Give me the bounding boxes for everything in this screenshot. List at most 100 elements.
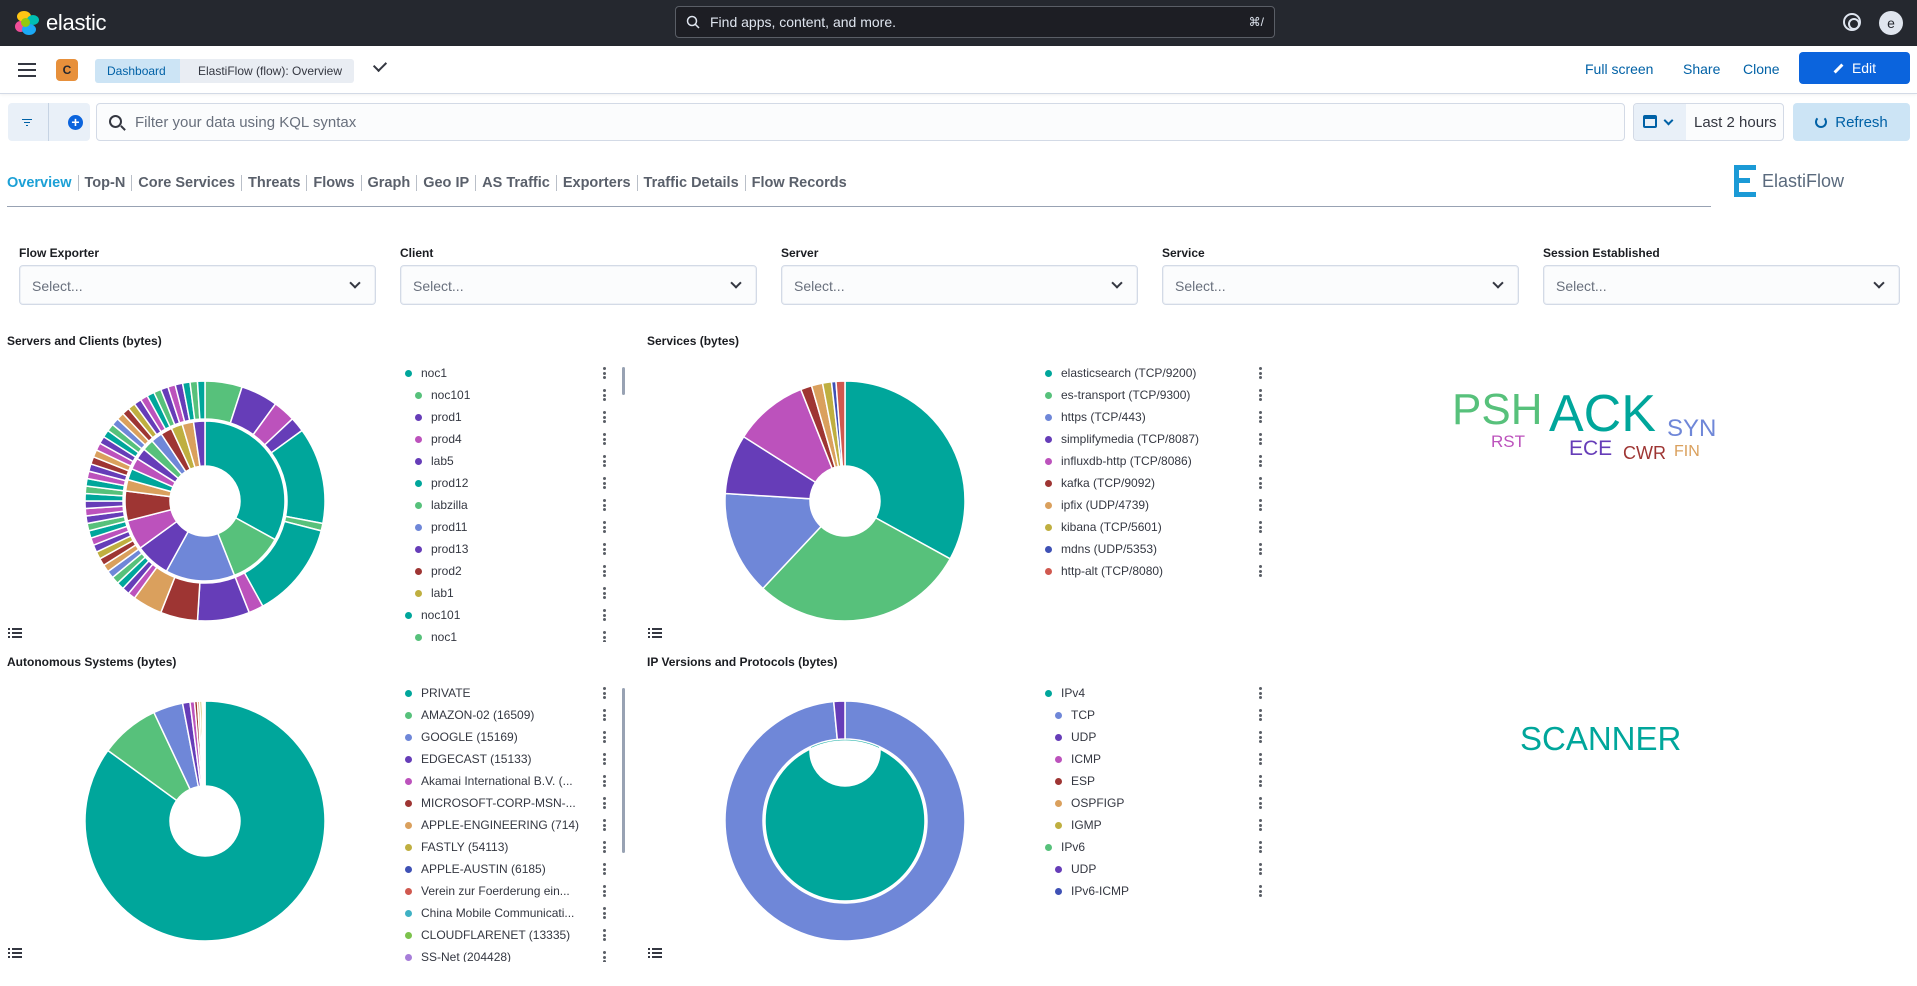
tag-ece[interactable]: ECE (1569, 437, 1613, 460)
menu-icon[interactable] (18, 63, 36, 77)
more-actions-icon[interactable] (1259, 731, 1262, 743)
legend-toggle-icon[interactable] (648, 948, 662, 960)
legend-item[interactable]: TCP (1045, 704, 1270, 726)
more-actions-icon[interactable] (1259, 477, 1262, 489)
legend-item[interactable]: EDGECAST (15133) (405, 748, 610, 770)
share-button[interactable]: Share (1683, 61, 1721, 77)
legend-item[interactable]: IPv6-ICMP (1045, 880, 1270, 902)
legend-item[interactable]: prod11 (405, 516, 610, 538)
more-actions-icon[interactable] (603, 863, 606, 875)
tab-graph[interactable]: Graph (360, 175, 417, 191)
legend-item[interactable]: influxdb-http (TCP/8086) (1045, 450, 1270, 472)
legend-item[interactable]: CLOUDFLARENET (13335) (405, 924, 610, 946)
refresh-button[interactable]: Refresh (1793, 103, 1910, 141)
legend-scrollbar[interactable] (622, 367, 625, 395)
more-actions-icon[interactable] (603, 543, 606, 555)
session-established-select[interactable]: Select... (1543, 265, 1900, 305)
more-actions-icon[interactable] (603, 797, 606, 809)
more-actions-icon[interactable] (1259, 433, 1262, 445)
slice[interactable] (84, 700, 326, 942)
more-actions-icon[interactable] (1259, 885, 1262, 897)
legend-item[interactable]: noc101 (405, 384, 610, 406)
clone-button[interactable]: Clone (1743, 61, 1780, 77)
time-range[interactable]: Last 2 hours (1694, 114, 1777, 131)
legend-item[interactable]: Akamai International B.V. (... (405, 770, 610, 792)
legend-item[interactable]: UDP (1045, 726, 1270, 748)
more-actions-icon[interactable] (603, 411, 606, 423)
more-actions-icon[interactable] (603, 367, 606, 379)
more-actions-icon[interactable] (603, 631, 606, 642)
add-filter-icon[interactable]: + (68, 115, 83, 130)
more-actions-icon[interactable] (603, 753, 606, 765)
legend-item[interactable]: es-transport (TCP/9300) (1045, 384, 1270, 406)
more-actions-icon[interactable] (1259, 709, 1262, 721)
legend-item[interactable]: ESP (1045, 770, 1270, 792)
tab-flows[interactable]: Flows (306, 175, 360, 191)
more-actions-icon[interactable] (1259, 797, 1262, 809)
more-actions-icon[interactable] (603, 885, 606, 897)
tag-ack[interactable]: ACK (1549, 385, 1656, 443)
more-actions-icon[interactable] (1259, 863, 1262, 875)
service-select[interactable]: Select... (1162, 265, 1519, 305)
date-picker[interactable]: Last 2 hours (1633, 103, 1784, 141)
more-actions-icon[interactable] (603, 455, 606, 467)
services-donut[interactable] (722, 378, 968, 624)
inner-slice[interactable] (204, 420, 286, 541)
servers-clients-donut[interactable] (82, 378, 328, 624)
tab-threats[interactable]: Threats (241, 175, 306, 191)
tab-as-traffic[interactable]: AS Traffic (475, 175, 556, 191)
legend-item[interactable]: prod12 (405, 472, 610, 494)
legend-item[interactable]: kibana (TCP/5601) (1045, 516, 1270, 538)
elastic-logo[interactable]: elastic (14, 10, 107, 36)
legend-item[interactable]: IPv6 (1045, 836, 1270, 858)
outer-slice[interactable] (724, 700, 966, 942)
more-actions-icon[interactable] (1259, 543, 1262, 555)
legend-item[interactable]: IPv4 (1045, 682, 1270, 704)
more-actions-icon[interactable] (1259, 411, 1262, 423)
more-actions-icon[interactable] (1259, 841, 1262, 853)
legend-item[interactable]: kafka (TCP/9092) (1045, 472, 1270, 494)
slice[interactable] (724, 492, 823, 590)
more-actions-icon[interactable] (1259, 389, 1262, 401)
more-actions-icon[interactable] (603, 951, 606, 962)
more-actions-icon[interactable] (603, 841, 606, 853)
more-actions-icon[interactable] (603, 929, 606, 941)
full-screen-button[interactable]: Full screen (1585, 61, 1654, 77)
global-search-input[interactable]: Find apps, content, and more. ⌘/ (675, 6, 1275, 38)
legend-item[interactable]: noc1 (405, 362, 610, 384)
filter-icon[interactable] (22, 119, 32, 126)
space-avatar[interactable]: C (56, 59, 78, 81)
more-actions-icon[interactable] (603, 709, 606, 721)
more-actions-icon[interactable] (603, 687, 606, 699)
legend-item[interactable]: OSPFIGP (1045, 792, 1270, 814)
autonomous-systems-donut[interactable] (82, 698, 328, 944)
tab-flow-records[interactable]: Flow Records (744, 175, 853, 191)
legend-item[interactable]: prod4 (405, 428, 610, 450)
more-actions-icon[interactable] (1259, 753, 1262, 765)
more-actions-icon[interactable] (1259, 499, 1262, 511)
more-actions-icon[interactable] (603, 521, 606, 533)
flow-exporter-select[interactable]: Select... (19, 265, 376, 305)
legend-item[interactable]: SS-Net (204428) (405, 946, 610, 962)
server-select[interactable]: Select... (781, 265, 1138, 305)
legend-item[interactable]: ipfix (UDP/4739) (1045, 494, 1270, 516)
more-actions-icon[interactable] (1259, 455, 1262, 467)
legend-item[interactable]: GOOGLE (15169) (405, 726, 610, 748)
legend-item[interactable]: https (TCP/443) (1045, 406, 1270, 428)
more-actions-icon[interactable] (603, 907, 606, 919)
inner-slice[interactable] (764, 715, 926, 902)
help-icon[interactable] (1843, 13, 1861, 31)
quick-menu-button[interactable] (1634, 104, 1686, 140)
legend-item[interactable]: prod1 (405, 406, 610, 428)
legend-toggle-icon[interactable] (8, 628, 22, 640)
more-actions-icon[interactable] (603, 433, 606, 445)
more-actions-icon[interactable] (1259, 521, 1262, 533)
more-actions-icon[interactable] (603, 477, 606, 489)
ip-versions-donut[interactable] (722, 698, 968, 944)
legend-item[interactable]: Verein zur Foerderung ein... (405, 880, 610, 902)
legend-toggle-icon[interactable] (8, 948, 22, 960)
tag-psh[interactable]: PSH (1452, 385, 1543, 434)
legend-item[interactable]: PRIVATE (405, 682, 610, 704)
legend-item[interactable]: elasticsearch (TCP/9200) (1045, 362, 1270, 384)
user-avatar[interactable]: e (1879, 11, 1903, 35)
